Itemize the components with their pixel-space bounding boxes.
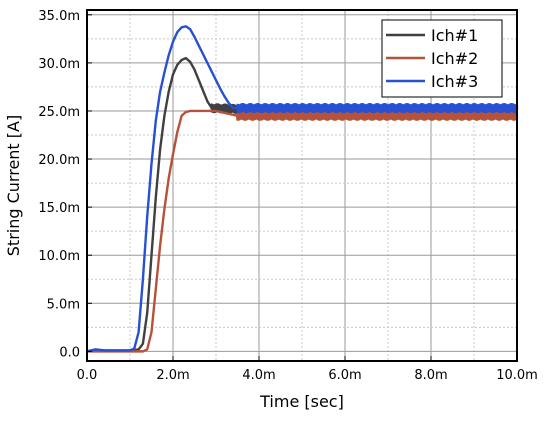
x-tick-label: 2.0m <box>156 368 189 383</box>
y-tick-label: 35.0m <box>38 9 80 24</box>
x-tick-label: 0.0 <box>77 368 98 383</box>
legend-label: Ich#3 <box>431 72 478 91</box>
series-line-3 <box>86 25 519 353</box>
y-tick-label: 25.0m <box>38 105 80 120</box>
x-tick-label: 4.0m <box>242 368 275 383</box>
legend: Ich#1 Ich#2 Ich#3 <box>381 19 503 98</box>
legend-entries: Ich#1 Ich#2 Ich#3 <box>386 26 478 91</box>
y-tick-label: 5.0m <box>47 297 80 312</box>
y-tick-label: 20.0m <box>38 153 80 168</box>
y-tick-label: 30.0m <box>38 57 80 72</box>
series-line-2 <box>86 109 519 353</box>
y-axis-ticks: 0.0 5.0m 10.0m 15.0m 20.0m 25.0m 30.0m 35.0m <box>38 9 92 360</box>
legend-label: Ich#2 <box>431 49 478 68</box>
plot-frame <box>86 9 518 362</box>
x-tick-label: 10.0m <box>496 368 538 383</box>
y-tick-label: 0.0 <box>59 345 80 360</box>
legend-label: Ich#1 <box>431 26 478 45</box>
x-axis-label: Time [sec] <box>259 392 344 411</box>
y-axis-label: String Current [A] <box>4 115 23 256</box>
series-group <box>86 25 519 353</box>
x-tick-label: 8.0m <box>414 368 447 383</box>
x-tick-label: 6.0m <box>328 368 361 383</box>
x-axis-ticks: 0.0 2.0m 4.0m 6.0m 8.0m 10.0m <box>77 356 538 383</box>
y-tick-label: 10.0m <box>38 249 80 264</box>
y-tick-label: 15.0m <box>38 201 80 216</box>
